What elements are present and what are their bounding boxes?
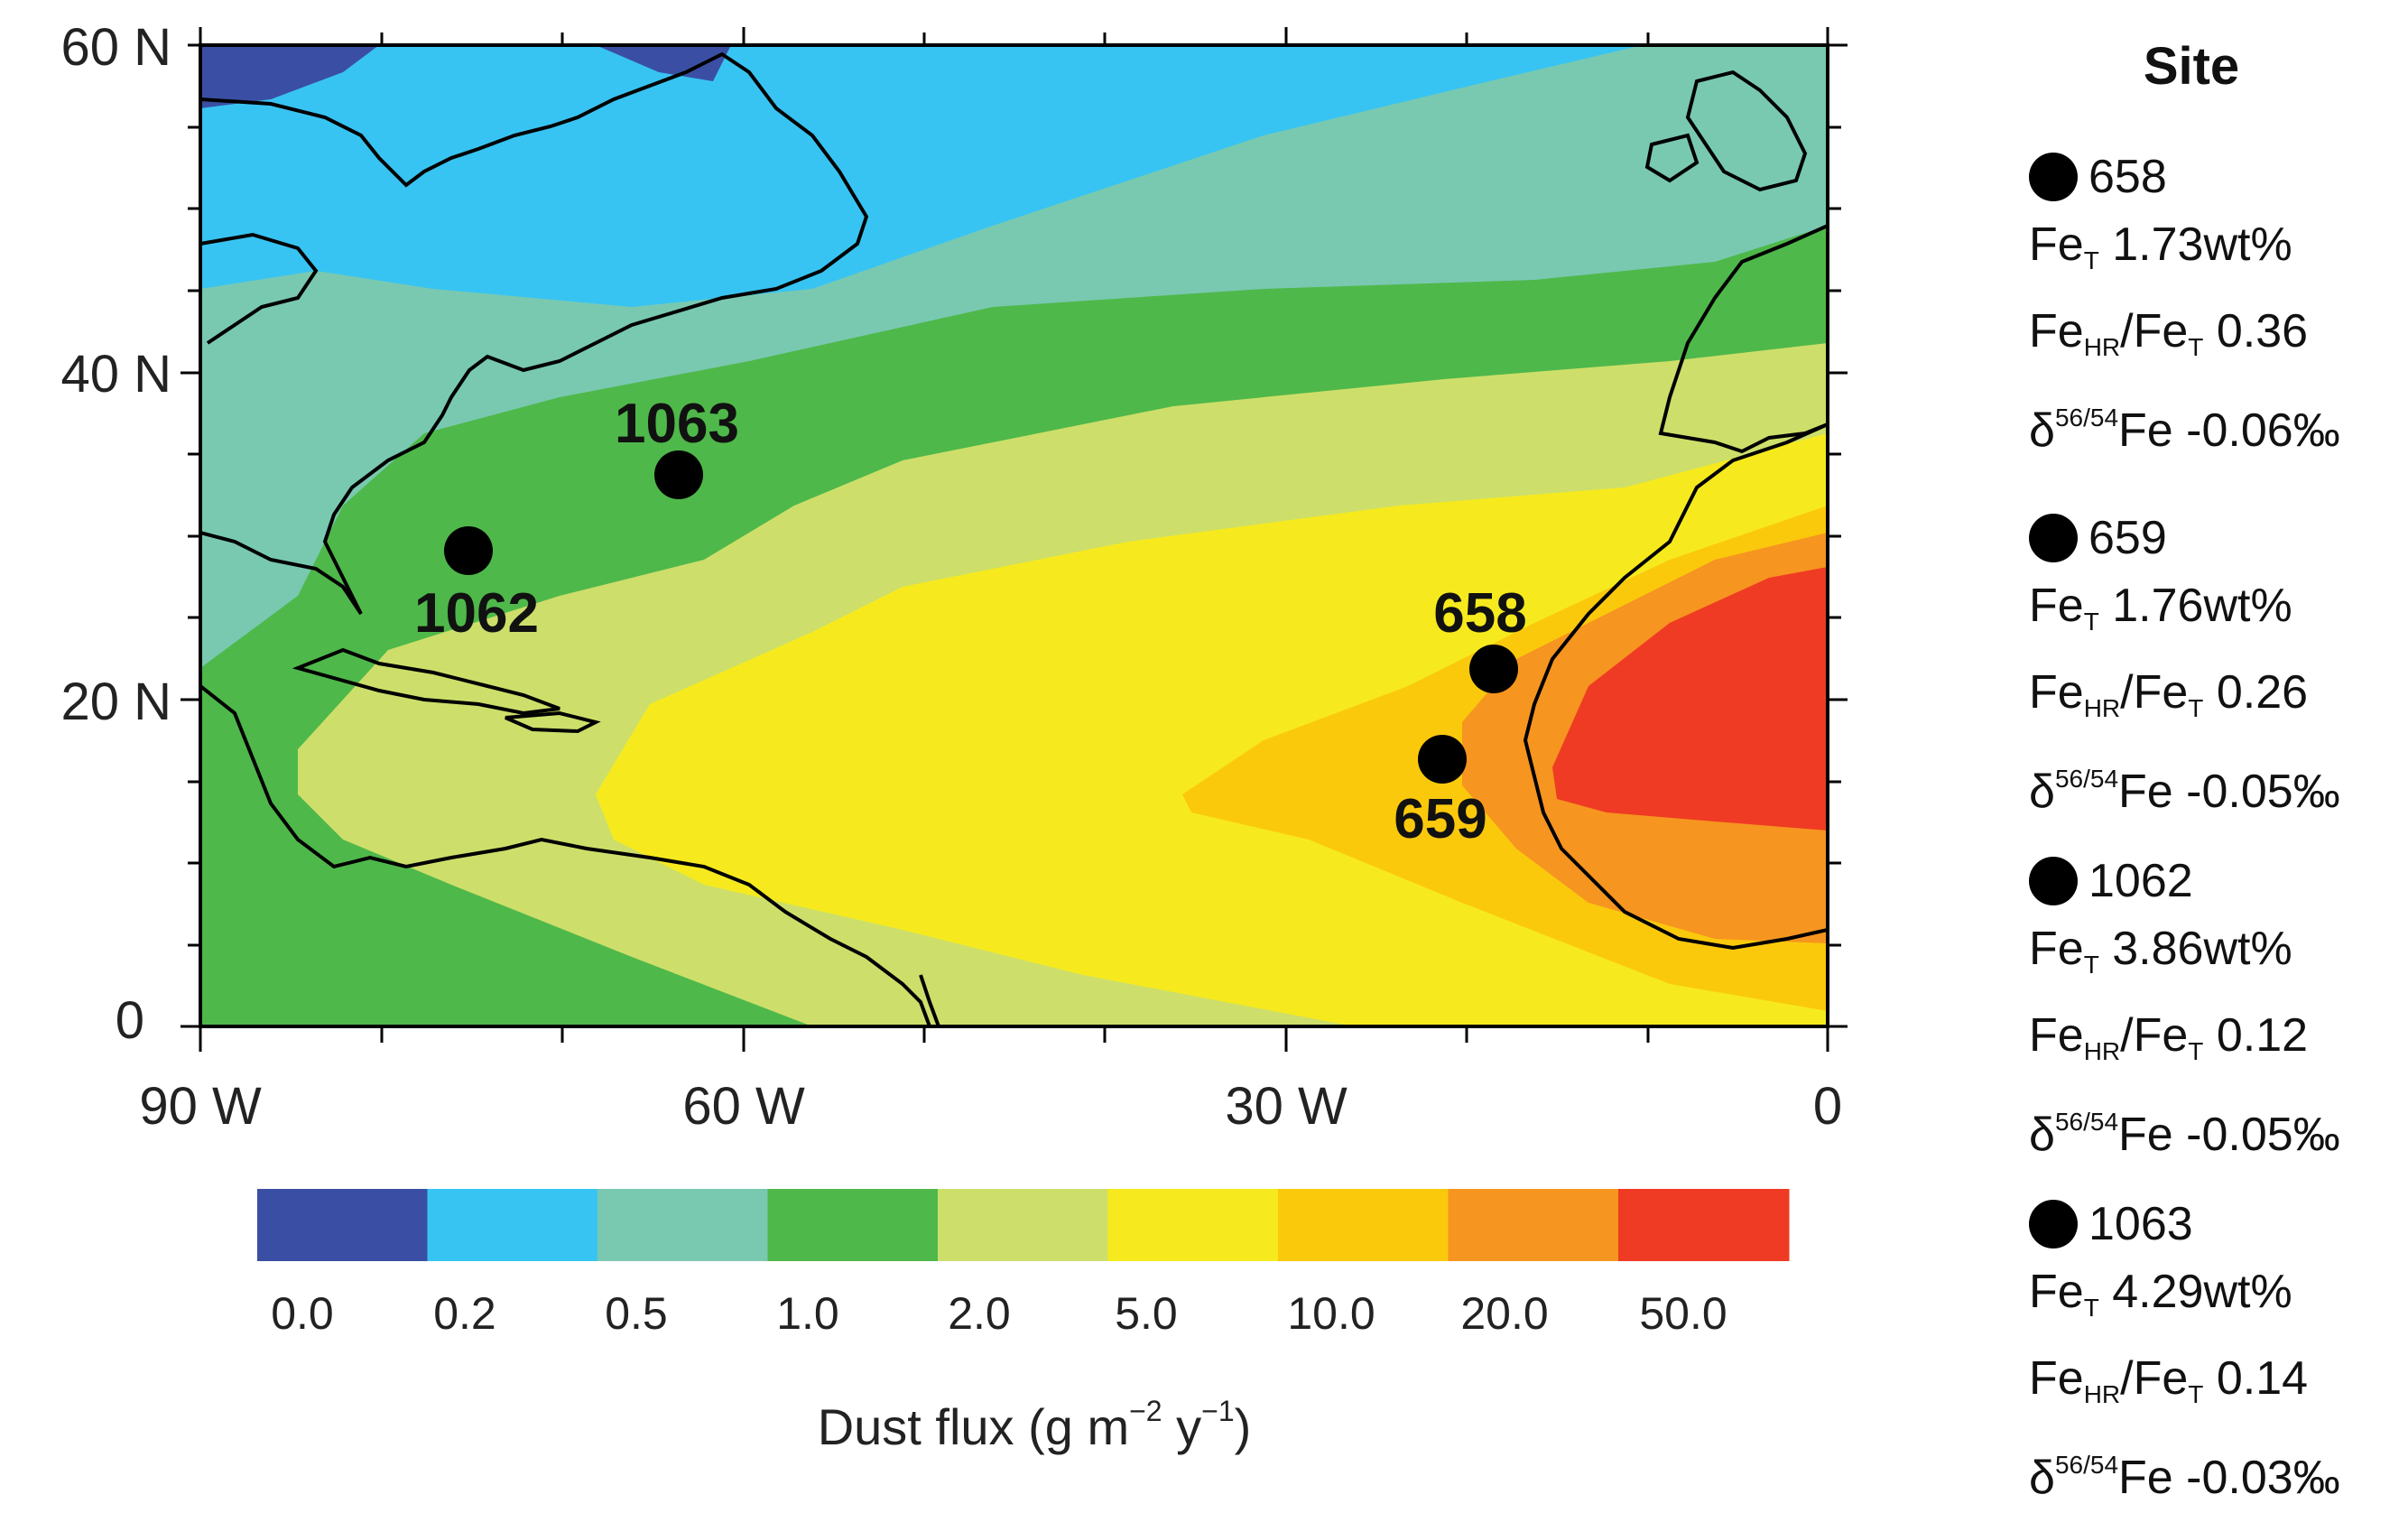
iberia-coast (1658, 224, 1828, 454)
x-label-90w: 90 W (139, 1077, 262, 1136)
colorbar-title: Dust flux (g m−2 y−1) (818, 1395, 1252, 1455)
colorbar-swatch-5 (1107, 1189, 1279, 1261)
fe-ratio-line: FeHR/FeT 0.36 (2029, 305, 2309, 361)
site-marker-1063 (654, 450, 703, 499)
site-label-1062: 1062 (414, 582, 539, 645)
dust-flux-map: 60 N 40 N 20 N 0 90 W 60 W 30 W 0 1063 1… (60, 18, 1848, 1455)
y-label-60n: 60 N (60, 18, 171, 77)
site-label-658: 658 (1433, 582, 1526, 645)
colorbar-tick-label: 50.0 (1639, 1288, 1727, 1339)
x-label-60w: 60 W (682, 1077, 805, 1136)
fe-total-line: FeT 1.73wt% (2029, 218, 2292, 274)
site-dot-icon (2029, 153, 2078, 201)
delta-fe-line: δ56/54Fe -0.05‰ (2029, 765, 2340, 818)
colorbar-swatch-3 (767, 1189, 939, 1261)
site-legend-head: 658 (2029, 144, 2399, 209)
y-label-40n: 40 N (60, 345, 171, 404)
north-america-coast (200, 51, 869, 616)
west-africa-coast (1523, 422, 1828, 951)
y-label-20n: 20 N (60, 673, 171, 731)
contour-0.2-north (200, 45, 1643, 307)
colorbar-tick-label: 0.2 (433, 1288, 496, 1339)
fe-ratio-value: 0.12 (2216, 1009, 2309, 1062)
colorbar (257, 1189, 1790, 1261)
colorbar-tick-label: 0.0 (271, 1288, 334, 1339)
site-dot-icon (2029, 1200, 2078, 1248)
site-legend-entry: 658 FeT 1.73wt% FeHR/FeT 0.36 δ56/54Fe -0.0… (2029, 144, 2399, 466)
south-america-coast (200, 684, 931, 1026)
site-marker-1062 (444, 526, 493, 575)
delta-fe-line: δ56/54Fe -0.03‰ (2029, 1451, 2340, 1504)
colorbar-swatch-8 (1618, 1189, 1790, 1261)
cuba-outline (292, 647, 560, 716)
hispaniola-outline (505, 710, 601, 734)
great-britain-outline (1685, 70, 1808, 192)
y-axis-ticks (181, 43, 1848, 1028)
fe-ratio-value: 0.26 (2216, 666, 2309, 719)
site-legend-entry: 1063 FeT 4.29wt% FeHR/FeT 0.14 δ56/54Fe -0.… (2029, 1192, 2399, 1513)
contour-0.0-corner (200, 45, 379, 108)
fe-total-line: FeT 1.76wt% (2029, 580, 2292, 636)
colorbar-tick-label: 10.0 (1287, 1288, 1375, 1339)
contour-0.0-labrador (596, 45, 731, 81)
fe-total-line: FeT 3.86wt% (2029, 923, 2292, 979)
site-legend-entry: 659 FeT 1.76wt% FeHR/FeT 0.26 δ56/54Fe -0.0… (2029, 506, 2399, 827)
colorbar-tick-label: 20.0 (1460, 1288, 1548, 1339)
colorbar-tick-label: 1.0 (776, 1288, 839, 1339)
fe-total-value: 1.73wt% (2112, 218, 2292, 271)
colorbar-swatch-1 (427, 1189, 598, 1261)
x-label-0: 0 (1813, 1077, 1842, 1136)
legend-title: Site (2143, 37, 2240, 96)
fe-ratio-value: 0.36 (2216, 305, 2309, 357)
x-axis-ticks (199, 27, 1829, 1052)
x-label-30w: 30 W (1225, 1077, 1348, 1136)
site-id: 1063 (2088, 1198, 2193, 1250)
fe-ratio-line: FeHR/FeT 0.14 (2029, 1352, 2309, 1408)
site-id: 1062 (2088, 855, 2193, 907)
site-id: 659 (2088, 512, 2167, 564)
amazon-coast (919, 974, 940, 1026)
colorbar-tick-label: 0.5 (605, 1288, 668, 1339)
colorbar-swatch-7 (1448, 1189, 1619, 1261)
great-lakes-outline (200, 232, 319, 345)
colorbar-tick-labels: 0.0 0.2 0.5 1.0 2.0 5.0 10.0 20.0 50.0 (271, 1288, 1727, 1339)
contour-field (200, 45, 1828, 1026)
fe-ratio-line: FeHR/FeT 0.26 (2029, 666, 2309, 722)
delta-fe-value: -0.05‰ (2186, 766, 2340, 818)
site-id: 658 (2088, 151, 2167, 203)
contour-50.0 (1552, 567, 1828, 831)
fe-ratio-line: FeHR/FeT 0.12 (2029, 1009, 2309, 1065)
site-legend: Site 658 FeT 1.73wt% FeHR/FeT 0.36 δ56/54Fe… (2029, 36, 2390, 1504)
delta-fe-line: δ56/54Fe -0.05‰ (2029, 1108, 2340, 1161)
site-marker-658 (1469, 645, 1518, 693)
colorbar-swatch-4 (938, 1189, 1109, 1261)
site-legend-head: 659 (2029, 506, 2399, 571)
y-label-0: 0 (116, 991, 144, 1050)
site-dot-icon (2029, 857, 2078, 905)
fe-total-value: 4.29wt% (2112, 1266, 2292, 1318)
site-legend-entry: 1062 FeT 3.86wt% FeHR/FeT 0.12 δ56/54Fe -0.… (2029, 849, 2399, 1170)
coastlines (200, 51, 1828, 1026)
colorbar-tick-label: 2.0 (948, 1288, 1011, 1339)
fe-total-line: FeT 4.29wt% (2029, 1266, 2292, 1322)
colorbar-tick-label: 5.0 (1115, 1288, 1178, 1339)
site-dot-icon (2029, 514, 2078, 562)
site-legend-head: 1062 (2029, 849, 2399, 914)
delta-fe-value: -0.06‰ (2186, 404, 2340, 457)
site-marker-659 (1418, 735, 1467, 784)
fe-total-value: 1.76wt% (2112, 580, 2292, 632)
ireland-outline (1644, 133, 1699, 183)
site-label-1063: 1063 (615, 393, 739, 455)
fe-ratio-value: 0.14 (2216, 1352, 2309, 1405)
delta-fe-value: -0.03‰ (2186, 1452, 2340, 1504)
delta-fe-value: -0.05‰ (2186, 1109, 2340, 1161)
fe-total-value: 3.86wt% (2112, 923, 2292, 975)
colorbar-swatch-0 (257, 1189, 429, 1261)
colorbar-swatch-6 (1278, 1189, 1449, 1261)
site-label-659: 659 (1394, 788, 1486, 850)
site-legend-head: 1063 (2029, 1192, 2399, 1257)
delta-fe-line: δ56/54Fe -0.06‰ (2029, 404, 2340, 457)
colorbar-swatch-2 (597, 1189, 769, 1261)
